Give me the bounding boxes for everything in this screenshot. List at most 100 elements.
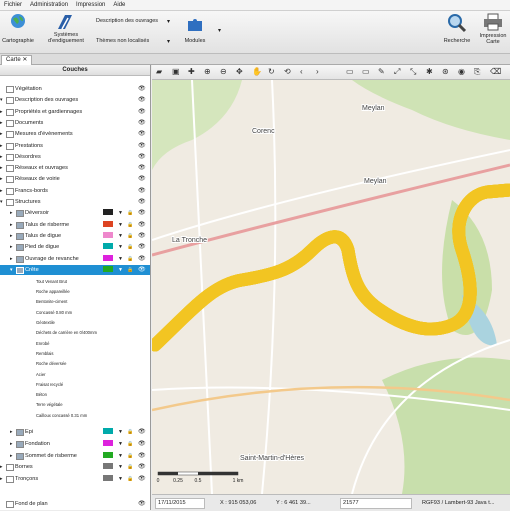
- layer-tool[interactable]: ▼: [118, 210, 123, 217]
- themes-dropdown[interactable]: Thèmes non localisés: [96, 38, 150, 44]
- expand-arrow[interactable]: ▸: [0, 165, 3, 172]
- map-tool[interactable]: ›: [316, 67, 319, 76]
- visibility-toggle[interactable]: 👁: [138, 453, 146, 459]
- layer-tool[interactable]: 🔒: [127, 221, 134, 228]
- layer-row[interactable]: ▸ Désordres 👁: [0, 152, 150, 162]
- expand-arrow[interactable]: ▸: [10, 221, 13, 228]
- visibility-toggle[interactable]: 👁: [138, 441, 146, 447]
- map-tool[interactable]: ▭: [362, 67, 370, 76]
- expand-arrow[interactable]: ▸: [0, 131, 3, 138]
- map-tool[interactable]: ▣: [172, 67, 180, 76]
- layer-tool[interactable]: ▼: [118, 464, 123, 470]
- layer-tool[interactable]: 🔒: [127, 266, 134, 273]
- expand-arrow[interactable]: ▾: [10, 266, 13, 273]
- map-tool[interactable]: ⊖: [220, 67, 227, 76]
- layer-tool[interactable]: ▼: [118, 232, 123, 239]
- description-dropdown[interactable]: Description des ouvrages: [96, 18, 159, 24]
- layer-tool[interactable]: 🔒: [127, 232, 134, 239]
- expand-arrow[interactable]: ▸: [0, 464, 3, 470]
- visibility-toggle[interactable]: 👁: [138, 119, 146, 126]
- layer-row[interactable]: ▸ Mesures d'évènements 👁: [0, 129, 150, 139]
- expand-arrow[interactable]: ▸: [10, 210, 13, 217]
- map-tool[interactable]: ✱: [426, 67, 433, 76]
- menu-item[interactable]: Administration: [30, 2, 69, 8]
- map-tool[interactable]: ⊛: [442, 67, 449, 76]
- layer-row[interactable]: ▸ Ouvrage de revanche ▼ 🔒 👁: [0, 254, 150, 264]
- layer-row[interactable]: ▸ Fondation ▼ 🔒 👁: [0, 439, 150, 449]
- layer-row[interactable]: ▸ Talus de risberme ▼ 🔒 👁: [0, 220, 150, 230]
- expand-arrow[interactable]: ▸: [10, 244, 13, 251]
- layer-tool[interactable]: ▼: [118, 244, 123, 251]
- layer-row[interactable]: ▸ Sommet de risberme ▼ 🔒 👁: [0, 451, 150, 461]
- menu-item[interactable]: Impression: [76, 2, 106, 8]
- visibility-toggle[interactable]: 👁: [138, 131, 146, 138]
- map-tool[interactable]: ⤡: [410, 67, 417, 76]
- layer-row[interactable]: Fond de plan 👁: [0, 499, 150, 509]
- menu-item[interactable]: Fichier: [4, 2, 23, 8]
- visibility-toggle[interactable]: 👁: [138, 464, 146, 470]
- visibility-toggle[interactable]: 👁: [138, 210, 146, 217]
- visibility-toggle[interactable]: 👁: [138, 187, 146, 194]
- map-tool[interactable]: ⤢: [394, 67, 401, 76]
- map-tool[interactable]: ↻: [268, 67, 275, 76]
- layer-tool[interactable]: ▼: [118, 221, 123, 228]
- layer-row[interactable]: ▸ Propriétés et gardiennages 👁: [0, 107, 150, 117]
- expand-arrow[interactable]: ▾: [0, 97, 3, 104]
- map-tool[interactable]: ▭: [346, 67, 354, 76]
- expand-arrow[interactable]: ▸: [0, 119, 3, 126]
- visibility-toggle[interactable]: 👁: [138, 108, 146, 115]
- map-tool[interactable]: ⊕: [204, 67, 211, 76]
- expand-arrow[interactable]: ▸: [0, 476, 3, 482]
- layer-tool[interactable]: ▼: [118, 453, 123, 459]
- layer-tool[interactable]: 🔒: [127, 210, 134, 217]
- layer-tool[interactable]: 🔒: [127, 255, 134, 262]
- visibility-toggle[interactable]: 👁: [138, 165, 146, 172]
- layer-tool[interactable]: 🔒: [127, 429, 134, 435]
- layer-tool[interactable]: ▼: [118, 429, 123, 435]
- visibility-toggle[interactable]: 👁: [138, 221, 146, 228]
- map-tool[interactable]: ▰: [156, 67, 163, 76]
- visibility-toggle[interactable]: 👁: [138, 244, 146, 251]
- map-tool[interactable]: ⎘: [474, 67, 481, 76]
- visibility-toggle[interactable]: 👁: [138, 255, 146, 262]
- visibility-toggle[interactable]: 👁: [138, 429, 146, 435]
- expand-arrow[interactable]: ▸: [10, 232, 13, 239]
- layer-row[interactable]: ▸ Francs-bords 👁: [0, 186, 150, 196]
- menu-item[interactable]: Aide: [113, 2, 126, 8]
- map-tool[interactable]: ✚: [188, 67, 195, 76]
- carte-tab[interactable]: Carte ✕: [1, 55, 33, 65]
- visibility-toggle[interactable]: 👁: [138, 86, 146, 92]
- expand-arrow[interactable]: ▸: [10, 255, 13, 262]
- expand-arrow[interactable]: ▸: [10, 429, 13, 435]
- visibility-toggle[interactable]: 👁: [138, 266, 146, 273]
- map-tool[interactable]: ✥: [236, 67, 243, 76]
- layer-row[interactable]: ▸ Documents 👁: [0, 118, 150, 128]
- expand-arrow[interactable]: ▸: [10, 441, 13, 447]
- expand-arrow[interactable]: ▸: [0, 187, 3, 194]
- expand-arrow[interactable]: ▸: [0, 142, 3, 149]
- map-tool[interactable]: ⟲: [284, 67, 291, 76]
- layer-row[interactable]: ▾ Description des ouvrages 👁: [0, 95, 150, 105]
- recherche-button[interactable]: Recherche: [443, 38, 471, 44]
- layer-row[interactable]: ▸ Réseaux et ouvrages 👁: [0, 163, 150, 173]
- visibility-toggle[interactable]: 👁: [138, 142, 146, 149]
- cartographie-button[interactable]: Cartographie: [2, 38, 34, 44]
- layer-row[interactable]: ▸ Epi ▼ 🔒 👁: [0, 427, 150, 437]
- expand-arrow[interactable]: ▸: [0, 108, 3, 115]
- visibility-toggle[interactable]: 👁: [138, 176, 146, 183]
- layer-tool[interactable]: ▼: [118, 476, 123, 482]
- map-tool[interactable]: ◉: [458, 67, 465, 76]
- visibility-toggle[interactable]: 👁: [138, 232, 146, 239]
- systemes-button[interactable]: Systèmes d'endiguement: [48, 32, 84, 44]
- layer-row[interactable]: Végétation 👁: [0, 84, 150, 94]
- map[interactable]: Corenc Meylan Meylan La Tronche Saint-Martin…: [152, 80, 510, 494]
- layer-row[interactable]: ▾ Crête ▼ 🔒 👁: [0, 264, 150, 275]
- visibility-toggle[interactable]: 👁: [138, 97, 146, 104]
- scale-field[interactable]: 21577: [340, 498, 412, 509]
- layer-row[interactable]: ▸ Talus de digue ▼ 🔒 👁: [0, 231, 150, 241]
- map-tool[interactable]: ⌫: [490, 67, 502, 76]
- expand-arrow[interactable]: ▸: [0, 153, 3, 160]
- layer-row[interactable]: ▸ Réseaux de voirie 👁: [0, 174, 150, 184]
- visibility-toggle[interactable]: 👁: [138, 199, 146, 205]
- layer-tool[interactable]: 🔒: [127, 441, 134, 447]
